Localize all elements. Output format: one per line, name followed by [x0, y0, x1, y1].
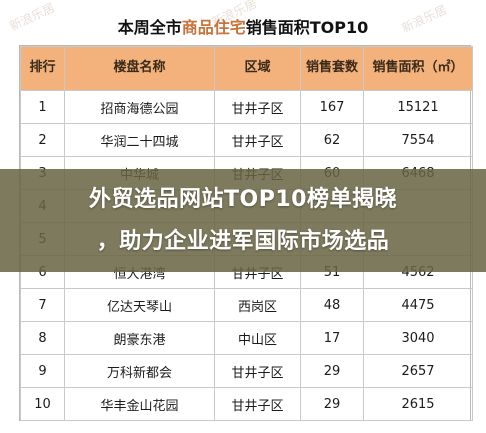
header-rank: 排行 [20, 46, 65, 91]
cell-area: 2615 [363, 387, 473, 421]
cell-district: 甘井子区 [214, 123, 301, 157]
header-units: 销售套数 [300, 46, 364, 91]
cell-units: 62 [300, 123, 364, 157]
cell-district: 西岗区 [214, 288, 301, 322]
cell-name: 万科新都会 [64, 354, 215, 388]
cell-units: 29 [300, 354, 364, 388]
header-area: 销售面积（㎡） [363, 46, 473, 91]
table-header-row: 排行 楼盘名称 区域 销售套数 销售面积（㎡） [20, 46, 473, 91]
banner-line-2: ，助力企业进军国际市场选品 [96, 229, 390, 254]
cell-name: 朗豪东港 [64, 321, 215, 355]
table-row: 2 华润二十四城 甘井子区 62 7554 [20, 123, 473, 157]
cell-area: 3040 [363, 321, 473, 355]
cell-rank: 10 [20, 387, 65, 421]
cell-district: 甘井子区 [214, 387, 301, 421]
cell-units: 48 [300, 288, 364, 322]
cell-rank: 1 [20, 90, 65, 124]
cell-name: 亿达天琴山 [64, 288, 215, 322]
header-name: 楼盘名称 [64, 46, 215, 91]
cell-rank: 7 [20, 288, 65, 322]
cell-area: 4475 [363, 288, 473, 322]
cell-units: 29 [300, 387, 364, 421]
headline-banner: 外贸选品网站TOP10榜单揭晓 ，助力企业进军国际市场选品 [0, 169, 486, 272]
header-district: 区域 [214, 46, 301, 91]
cell-area: 2657 [363, 354, 473, 388]
cell-name: 华润二十四城 [64, 123, 215, 157]
cell-units: 167 [300, 90, 364, 124]
cell-units: 17 [300, 321, 364, 355]
cell-name: 招商海德公园 [64, 90, 215, 124]
banner-line-1: 外贸选品网站TOP10榜单揭晓 [89, 187, 397, 212]
table-row: 10 华丰金山花园 甘井子区 29 2615 [20, 387, 473, 421]
cell-district: 中山区 [214, 321, 301, 355]
cell-name: 华丰金山花园 [64, 387, 215, 421]
table-row: 8 朗豪东港 中山区 17 3040 [20, 321, 473, 355]
cell-rank: 2 [20, 123, 65, 157]
title-highlight: 商品住宅 [181, 18, 246, 37]
cell-area: 7554 [363, 123, 473, 157]
cell-area: 15121 [363, 90, 473, 124]
page-title: 本周全市商品住宅销售面积TOP10 [0, 14, 486, 38]
cell-rank: 9 [20, 354, 65, 388]
title-prefix: 本周全市 [117, 18, 182, 37]
table-row: 1 招商海德公园 甘井子区 167 15121 [20, 90, 473, 124]
table-row: 7 亿达天琴山 西岗区 48 4475 [20, 288, 473, 322]
cell-rank: 8 [20, 321, 65, 355]
table-row: 9 万科新都会 甘井子区 29 2657 [20, 354, 473, 388]
title-suffix: 销售面积TOP10 [245, 18, 369, 37]
cell-district: 甘井子区 [214, 354, 301, 388]
cell-district: 甘井子区 [214, 90, 301, 124]
